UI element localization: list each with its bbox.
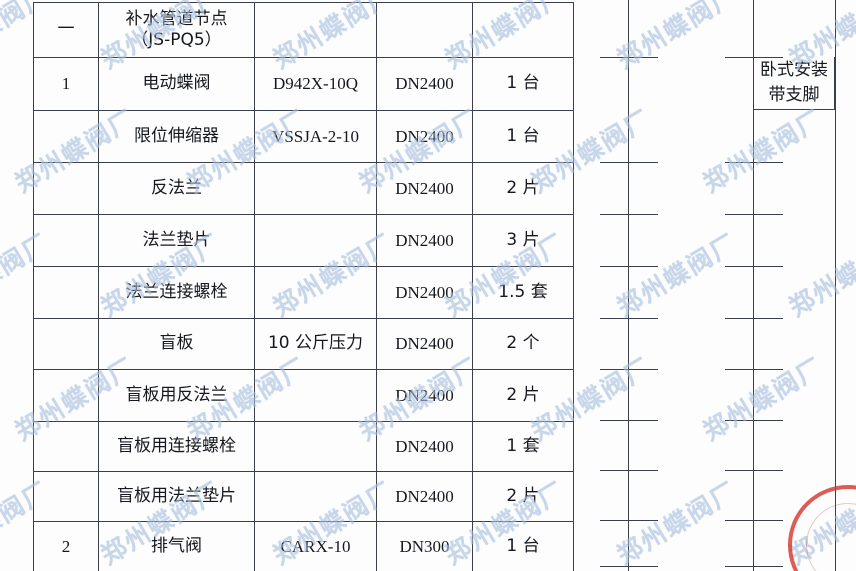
cell-quantity: 2 片 [472, 162, 574, 215]
cell-name: 盲板用反法兰 [98, 369, 255, 422]
cell-spec [376, 2, 473, 58]
table-row: 盲板用连接螺栓 DN2400 1 套 [33, 421, 574, 472]
cell-spec: DN2400 [376, 421, 473, 472]
cell-index [33, 266, 99, 319]
cell-model [254, 162, 377, 215]
cell-name: 限位伸缩器 [98, 110, 255, 163]
table-row: 盲板用反法兰 DN2400 2 片 [33, 369, 574, 422]
cell-name: 排气阀 [98, 521, 255, 571]
cell-spec: DN2400 [376, 318, 473, 370]
cell-model: 10 公斤压力 [254, 318, 377, 370]
table-row: 一 补水管道节点 （JS-PQ5） [33, 2, 574, 58]
row-rule-tick [600, 369, 658, 370]
cell-model [254, 266, 377, 319]
cell-name: 盲板用连接螺栓 [98, 421, 255, 472]
cell-quantity: 2 片 [472, 471, 574, 522]
bill-of-materials-table: 一 补水管道节点 （JS-PQ5） 1 电动蝶阀 D942X-10Q DN240… [33, 2, 574, 571]
cell-index [33, 369, 99, 422]
cell-quantity: 1 台 [472, 521, 574, 571]
table-body: 一 补水管道节点 （JS-PQ5） 1 电动蝶阀 D942X-10Q DN240… [33, 2, 574, 571]
cell-quantity: 3 片 [472, 214, 574, 267]
cell-spec: DN2400 [376, 162, 473, 215]
cell-spec: DN2400 [376, 57, 473, 111]
cell-name: 盲板用法兰垫片 [98, 471, 255, 522]
table-row: 盲板 10 公斤压力 DN2400 2 个 [33, 318, 574, 370]
row-rule-tick [600, 566, 658, 567]
cell-name: 法兰垫片 [98, 214, 255, 267]
cell-spec: DN300 [376, 521, 473, 571]
cell-spec: DN2400 [376, 266, 473, 319]
cell-note: 卧式安装 带支脚 [753, 57, 835, 110]
cell-index [33, 214, 99, 267]
cell-name: 法兰连接螺栓 [98, 266, 255, 319]
row-rule-tick [600, 318, 658, 319]
row-rule-tick [725, 162, 783, 163]
cell-name-line1: 补水管道节点 [125, 8, 228, 29]
cell-index: 2 [33, 521, 99, 571]
table-row: 法兰垫片 DN2400 3 片 [33, 214, 574, 267]
row-rule-tick [725, 214, 783, 215]
row-rule-tick [600, 162, 658, 163]
row-rule-tick [600, 266, 658, 267]
cell-quantity: 1 套 [472, 421, 574, 472]
row-rule-tick [600, 57, 658, 58]
cell-index [33, 110, 99, 163]
cell-name: 盲板 [98, 318, 255, 370]
column-rule [835, 0, 836, 571]
cell-model [254, 471, 377, 522]
cell-model [254, 369, 377, 422]
cell-note-line1: 卧式安装 [760, 59, 828, 80]
cell-index: 一 [33, 2, 99, 58]
cell-name: 补水管道节点 （JS-PQ5） [98, 2, 255, 58]
cell-spec: DN2400 [376, 471, 473, 522]
row-rule-tick [725, 57, 783, 58]
row-rule-tick [600, 520, 658, 521]
row-rule-tick [600, 420, 658, 421]
cell-model [254, 2, 377, 58]
cell-index [33, 162, 99, 215]
row-rule-tick [725, 520, 783, 521]
row-rule-tick [725, 318, 783, 319]
cell-model: VSSJA-2-10 [254, 110, 377, 163]
cell-name-line2: （JS-PQ5） [131, 30, 222, 50]
cell-index [33, 421, 99, 472]
cell-index [33, 471, 99, 522]
cell-note-line2: 带支脚 [768, 85, 820, 105]
row-rule-tick [725, 266, 783, 267]
cell-model [254, 421, 377, 472]
cell-spec: DN2400 [376, 369, 473, 422]
cell-quantity [472, 2, 574, 58]
row-rule-tick [725, 566, 783, 567]
column-rule [753, 0, 754, 571]
cell-model [254, 214, 377, 267]
cell-spec: DN2400 [376, 110, 473, 163]
cell-model: CARX-10 [254, 521, 377, 571]
row-rule-tick [600, 470, 658, 471]
cell-quantity: 1.5 套 [472, 266, 574, 319]
row-rule-tick [600, 214, 658, 215]
table-row: 法兰连接螺栓 DN2400 1.5 套 [33, 266, 574, 319]
row-rule-tick [725, 470, 783, 471]
row-rule-tick [725, 369, 783, 370]
table-row: 反法兰 DN2400 2 片 [33, 162, 574, 215]
table-row: 盲板用法兰垫片 DN2400 2 片 [33, 471, 574, 522]
cell-index: 1 [33, 57, 99, 111]
table-row: 1 电动蝶阀 D942X-10Q DN2400 1 台 [33, 57, 574, 111]
cell-quantity: 2 片 [472, 369, 574, 422]
table-row: 2 排气阀 CARX-10 DN300 1 台 [33, 521, 574, 571]
cell-model: D942X-10Q [254, 57, 377, 111]
cell-name: 反法兰 [98, 162, 255, 215]
table-right-continuation: 卧式安装 带支脚 [548, 0, 856, 571]
table-row: 限位伸缩器 VSSJA-2-10 DN2400 1 台 [33, 110, 574, 163]
cell-spec: DN2400 [376, 214, 473, 267]
row-rule-tick [725, 420, 783, 421]
column-rule [628, 0, 629, 571]
cell-quantity: 2 个 [472, 318, 574, 370]
cell-index [33, 318, 99, 370]
cell-name: 电动蝶阀 [98, 57, 255, 111]
